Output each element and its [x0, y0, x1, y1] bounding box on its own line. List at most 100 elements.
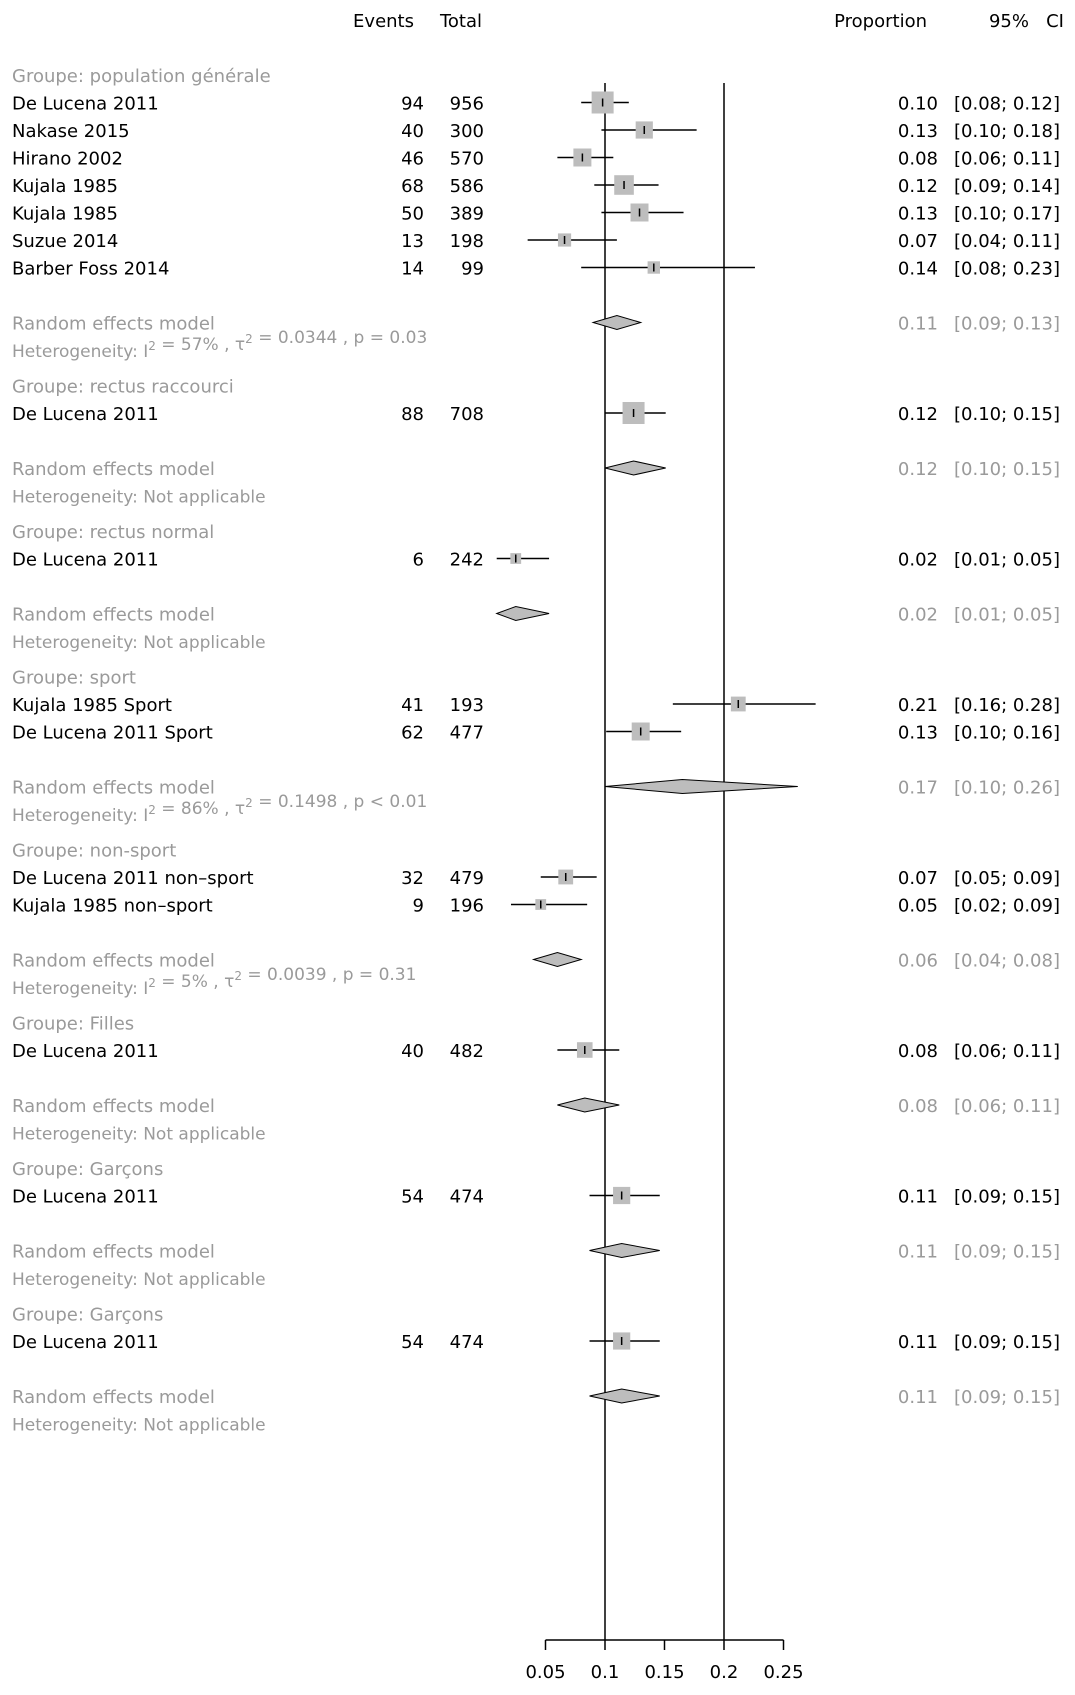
study-events: 9	[413, 896, 424, 917]
group-label: Groupe: Garçons	[12, 1159, 163, 1180]
model-ci: [0.10; 0.26]	[954, 778, 1060, 799]
x-tick-label: 0.1	[591, 1662, 620, 1683]
study-name: De Lucena 2011	[12, 94, 159, 115]
study-events: 14	[401, 259, 424, 280]
study-proportion: 0.08	[898, 1041, 938, 1062]
study-total: 193	[450, 695, 484, 716]
study-proportion: 0.12	[898, 404, 938, 425]
model-proportion: 0.11	[898, 314, 938, 335]
study-ci: [0.01; 0.05]	[954, 550, 1060, 571]
study-events: 6	[413, 550, 424, 571]
study-events: 54	[401, 1332, 424, 1353]
study-name: De Lucena 2011	[12, 1041, 159, 1062]
study-name: Suzue 2014	[12, 231, 118, 252]
model-ci: [0.06; 0.11]	[954, 1096, 1060, 1117]
study-events: 40	[401, 1041, 424, 1062]
x-tick-label: 0.15	[644, 1662, 684, 1683]
study-ci: [0.08; 0.12]	[954, 94, 1060, 115]
heterogeneity-part: = 5% , τ	[156, 972, 234, 992]
heterogeneity-part: = 57% , τ	[156, 335, 245, 355]
reference-lines	[604, 83, 725, 1640]
x-tick-label: 0.2	[710, 1662, 739, 1683]
group-label: Groupe: Filles	[12, 1014, 134, 1035]
study-proportion: 0.07	[898, 231, 938, 252]
heterogeneity-part: Heterogeneity: I	[12, 979, 148, 999]
study-events: 40	[401, 121, 424, 142]
model-label: Random effects model	[12, 314, 215, 335]
superscript-two: 2	[245, 332, 253, 346]
group-label: Groupe: rectus normal	[12, 522, 214, 543]
study-events: 88	[401, 404, 424, 425]
study-events: 41	[401, 695, 424, 716]
study-events: 62	[401, 723, 424, 744]
heterogeneity-part: = 0.0039 , p = 0.31	[242, 965, 416, 985]
model-label: Random effects model	[12, 459, 215, 480]
heterogeneity-part: = 0.0344 , p = 0.03	[253, 328, 427, 348]
header-ci: 95% CI	[989, 11, 1064, 32]
study-ci: [0.10; 0.15]	[954, 404, 1060, 425]
study-events: 46	[401, 149, 424, 170]
study-ci: [0.09; 0.15]	[954, 1187, 1060, 1208]
model-diamond	[591, 314, 643, 331]
study-name: Kujala 1985 non–sport	[12, 896, 213, 917]
study-total: 242	[450, 550, 484, 571]
study-total: 474	[450, 1332, 484, 1353]
heterogeneity-part: Heterogeneity: I	[12, 806, 148, 826]
study-events: 50	[401, 204, 424, 225]
study-name: Kujala 1985 Sport	[12, 695, 172, 716]
study-proportion: 0.21	[898, 695, 938, 716]
heterogeneity-stats: Heterogeneity: I2 = 57% , τ2 = 0.0344 , …	[12, 328, 427, 362]
header-total: Total	[439, 11, 482, 32]
study-ci: [0.16; 0.28]	[954, 695, 1060, 716]
model-ci: [0.10; 0.15]	[954, 459, 1060, 480]
study-ci: [0.09; 0.14]	[954, 176, 1060, 197]
group-label: Groupe: Garçons	[12, 1305, 163, 1326]
study-total: 300	[450, 121, 484, 142]
model-diamond	[604, 460, 666, 476]
heterogeneity-part: Heterogeneity: I	[12, 342, 148, 362]
study-total: 708	[450, 404, 484, 425]
study-proportion: 0.02	[898, 550, 938, 571]
group-label: Groupe: population générale	[12, 66, 271, 87]
model-proportion: 0.11	[898, 1387, 938, 1408]
header-proportion: Proportion	[834, 11, 927, 32]
study-ci: [0.02; 0.09]	[954, 896, 1060, 917]
study-events: 68	[401, 176, 424, 197]
study-name: Hirano 2002	[12, 149, 123, 170]
study-total: 196	[450, 896, 484, 917]
study-total: 99	[461, 259, 484, 280]
study-ci: [0.09; 0.15]	[954, 1332, 1060, 1353]
study-ci: [0.10; 0.18]	[954, 121, 1060, 142]
header-row: Events Total Proportion 95% CI	[353, 11, 1064, 32]
study-proportion: 0.08	[898, 149, 938, 170]
study-proportion: 0.12	[898, 176, 938, 197]
model-label: Random effects model	[12, 1387, 215, 1408]
model-proportion: 0.08	[898, 1096, 938, 1117]
model-diamond	[589, 1388, 660, 1404]
study-total: 474	[450, 1187, 484, 1208]
study-name: Nakase 2015	[12, 121, 130, 142]
study-proportion: 0.05	[898, 896, 938, 917]
model-ci: [0.04; 0.08]	[954, 951, 1060, 972]
study-proportion: 0.13	[898, 204, 938, 225]
model-proportion: 0.12	[898, 459, 938, 480]
heterogeneity-text: Heterogeneity: Not applicable	[12, 633, 266, 653]
study-name: De Lucena 2011	[12, 404, 159, 425]
study-events: 94	[401, 94, 424, 115]
group-label: Groupe: non-sport	[12, 841, 176, 862]
study-ci: [0.06; 0.11]	[954, 149, 1060, 170]
study-name: De Lucena 2011 non–sport	[12, 868, 254, 889]
header-events: Events	[353, 11, 414, 32]
heterogeneity-text: Heterogeneity: Not applicable	[12, 1270, 266, 1290]
model-diamond	[495, 605, 550, 622]
model-label: Random effects model	[12, 1242, 215, 1263]
study-proportion: 0.14	[898, 259, 938, 280]
model-ci: [0.09; 0.13]	[954, 314, 1060, 335]
superscript-two: 2	[234, 969, 242, 983]
model-proportion: 0.17	[898, 778, 938, 799]
x-axis: 0.05 0.1 0.15 0.2 0.25	[525, 1639, 804, 1683]
model-diamond	[531, 951, 583, 968]
study-total: 477	[450, 723, 484, 744]
study-proportion: 0.07	[898, 868, 938, 889]
